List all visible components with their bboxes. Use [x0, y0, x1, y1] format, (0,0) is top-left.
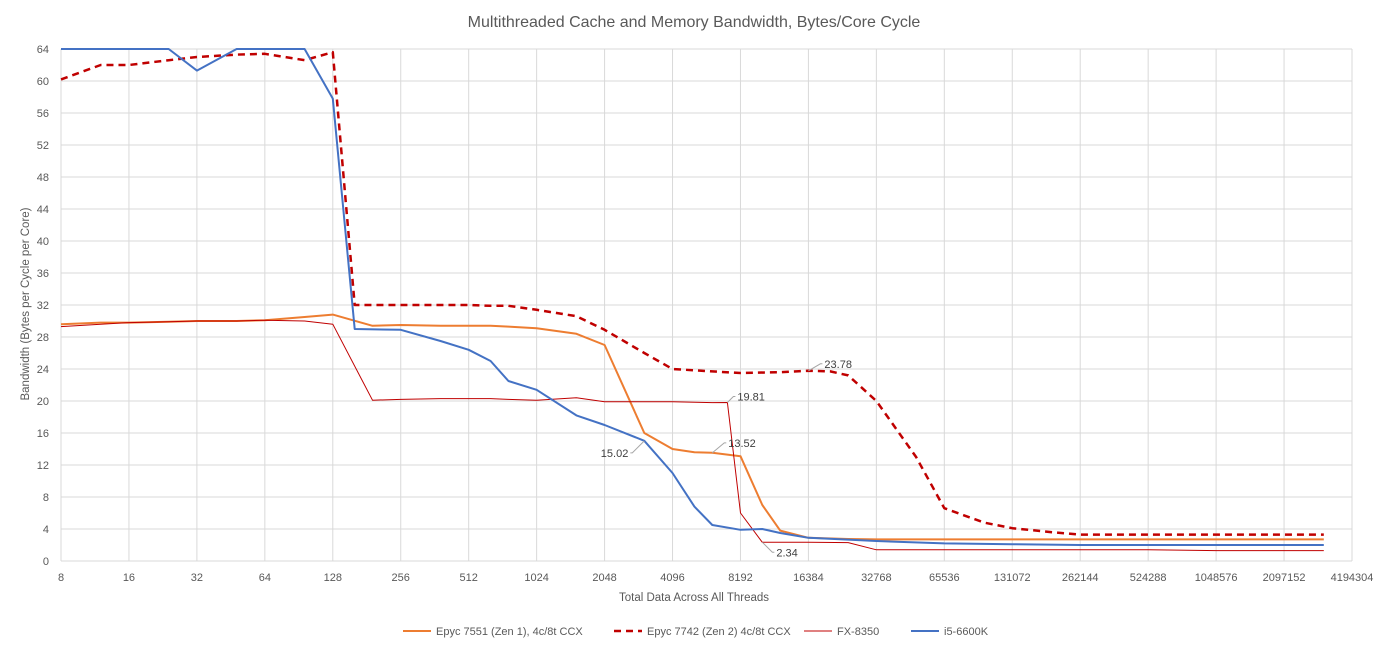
x-tick-label: 256: [392, 572, 410, 584]
x-tick-label: 2048: [592, 572, 616, 584]
y-tick-label: 12: [37, 460, 49, 472]
x-tick-label: 524288: [1130, 572, 1167, 584]
x-tick-label: 64: [259, 572, 271, 584]
data-label: 15.02: [601, 448, 629, 460]
y-tick-label: 36: [37, 268, 49, 280]
legend-label: Epyc 7742 (Zen 2) 4c/8t CCX: [647, 626, 791, 638]
y-tick-label: 20: [37, 396, 49, 408]
annotation-layer: 23.78 19.81 13.52 15.02 2.34: [601, 359, 852, 560]
x-tick-label: 8192: [728, 572, 752, 584]
series-line-1: [60, 50, 1324, 536]
data-label: 13.52: [728, 438, 756, 450]
annotation-leader: [727, 396, 736, 403]
y-tick-label: 56: [37, 108, 49, 120]
y-axis-label: Bandwidth (Bytes per Cycle per Core): [20, 207, 32, 400]
series-line-3: [61, 48, 1324, 546]
x-tick-label: 65536: [929, 572, 960, 584]
annotation-leader: [711, 442, 727, 454]
x-tick-label: 4194304: [1331, 572, 1374, 584]
legend-label: i5-6600K: [944, 626, 989, 638]
series-layer: [60, 48, 1324, 552]
y-tick-label: 60: [37, 76, 49, 88]
y-tick-label: 64: [37, 44, 49, 56]
data-label: 2.34: [776, 547, 797, 559]
x-tick-label: 1048576: [1195, 572, 1238, 584]
y-tick-label: 28: [37, 332, 49, 344]
x-tick-label: 32768: [861, 572, 892, 584]
x-tick-label: 2097152: [1263, 572, 1306, 584]
x-tick-label: 8: [58, 572, 64, 584]
x-tick-label: 512: [460, 572, 478, 584]
x-tick-label: 16: [123, 572, 135, 584]
x-tick-label: 262144: [1062, 572, 1099, 584]
y-tick-label: 48: [37, 172, 49, 184]
x-tick-label: 32: [191, 572, 203, 584]
y-tick-label: 40: [37, 236, 49, 248]
y-tick-label: 8: [43, 492, 49, 504]
grid-layer: [60, 48, 1353, 562]
x-tick-label: 128: [324, 572, 342, 584]
data-label: 23.78: [824, 359, 852, 371]
legend-label: FX-8350: [837, 626, 879, 638]
y-tick-label: 32: [37, 300, 49, 312]
x-tick-label: 131072: [994, 572, 1031, 584]
chart-title: Multithreaded Cache and Memory Bandwidth…: [468, 14, 921, 31]
annotation-leader: [630, 440, 645, 454]
annotation-leader: [761, 541, 775, 553]
y-tick-label: 0: [43, 556, 49, 568]
annotation-leader: [808, 363, 823, 372]
x-tick-label: 1024: [524, 572, 548, 584]
series-line-2: [60, 319, 1324, 552]
x-tick-label: 16384: [793, 572, 824, 584]
legend: Epyc 7551 (Zen 1), 4c/8t CCX Epyc 7742 (Z…: [403, 626, 989, 638]
x-axis-label: Total Data Across All Threads: [619, 592, 769, 604]
x-tick-label: 4096: [660, 572, 684, 584]
y-tick-label: 4: [43, 524, 49, 536]
y-tick-label: 24: [37, 364, 49, 376]
y-tick-label: 44: [37, 204, 49, 216]
y-tick-label: 52: [37, 140, 49, 152]
legend-label: Epyc 7551 (Zen 1), 4c/8t CCX: [436, 626, 583, 638]
data-label: 19.81: [737, 392, 765, 404]
y-tick-label: 16: [37, 428, 49, 440]
